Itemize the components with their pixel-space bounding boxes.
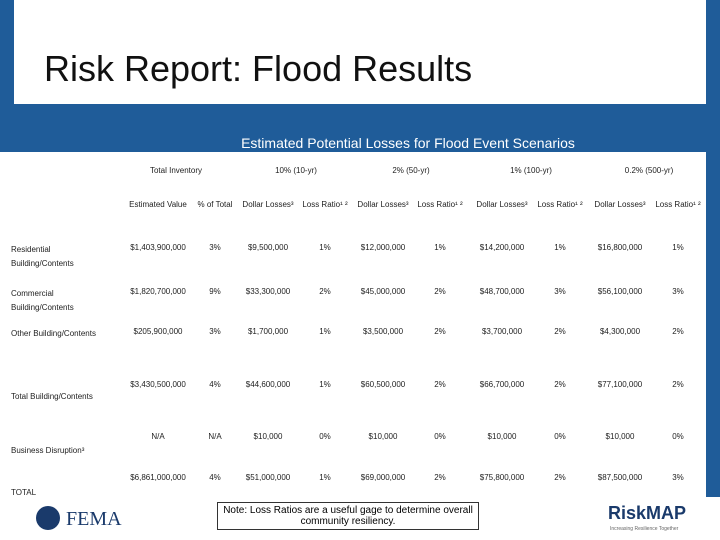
table-cell: 3% (672, 287, 684, 296)
table-cell: $66,700,000 (479, 380, 525, 389)
table-cell: $51,000,000 (245, 473, 291, 482)
table-cell: $9,500,000 (247, 243, 289, 252)
table-cell: 2% (434, 327, 446, 336)
table-caption: Estimated Potential Losses for Flood Eve… (241, 135, 575, 151)
table-cell: $10,000 (605, 432, 635, 441)
table-cell: $10,000 (253, 432, 283, 441)
table-cell: $87,500,000 (597, 473, 643, 482)
column-header: Loss Ratio¹ ² (417, 200, 463, 209)
table-cell: 3% (209, 243, 221, 252)
riskmap-tagline: Increasing Resilience Together (610, 526, 679, 532)
table-cell: $205,900,000 (133, 327, 183, 336)
riskmap-logo: RiskMAP (608, 503, 687, 523)
table-cell: 4% (209, 380, 221, 389)
table-cell: $3,430,500,000 (130, 380, 186, 389)
table-cell: 2% (672, 327, 684, 336)
table-cell: $1,820,700,000 (130, 287, 186, 296)
table-cell: 1% (319, 243, 331, 252)
table-cell: $16,800,000 (597, 243, 643, 252)
table-cell: $1,403,900,000 (130, 243, 186, 252)
fema-seal (36, 506, 60, 530)
table-cell: $48,700,000 (479, 287, 525, 296)
column-header: Loss Ratio¹ ² (537, 200, 583, 209)
table-cell: 0% (554, 432, 566, 441)
column-header: Dollar Losses³ (594, 200, 646, 209)
column-header: % of Total (197, 200, 233, 209)
table-cell: 4% (209, 473, 221, 482)
table-cell: $3,700,000 (481, 327, 523, 336)
table-cell: 2% (554, 473, 566, 482)
table-cell: 2% (434, 380, 446, 389)
table-cell: $56,100,000 (597, 287, 643, 296)
row-label: Total Building/Contents (11, 392, 93, 401)
table-cell: 2% (319, 287, 331, 296)
table-cell: $10,000 (368, 432, 398, 441)
table-cell: $10,000 (487, 432, 517, 441)
title-box (0, 0, 706, 104)
table-cell: $1,700,000 (247, 327, 289, 336)
table-cell: $44,600,000 (245, 380, 291, 389)
table-cell: 3% (209, 327, 221, 336)
table-cell: $77,100,000 (597, 380, 643, 389)
table-cell: 1% (672, 243, 684, 252)
table-cell: 2% (434, 287, 446, 296)
row-label: Other Building/Contents (11, 329, 96, 338)
table-cell: 0% (434, 432, 446, 441)
row-label: Commercial Building/Contents (11, 289, 74, 312)
table-cell: 2% (672, 380, 684, 389)
column-header: Loss Ratio¹ ² (655, 200, 701, 209)
table-cell: $69,000,000 (360, 473, 406, 482)
table-cell: 1% (319, 473, 331, 482)
table-cell: $33,300,000 (245, 287, 291, 296)
table-cell: 3% (672, 473, 684, 482)
table-cell: 9% (209, 287, 221, 296)
table-cell: $4,300,000 (599, 327, 641, 336)
table-cell: N/A (208, 432, 222, 441)
group-header: 0.2% (500-yr) (624, 166, 674, 175)
table-cell: 1% (319, 327, 331, 336)
group-header: 1% (100-yr) (510, 166, 552, 175)
table-cell: 0% (319, 432, 331, 441)
table-cell: 1% (554, 243, 566, 252)
group-header: 2% (50-yr) (392, 166, 430, 175)
table-cell: 2% (554, 380, 566, 389)
table-cell: $75,800,000 (479, 473, 525, 482)
table-cell: 2% (554, 327, 566, 336)
row-label: TOTAL (11, 488, 37, 497)
table-cell: $6,861,000,000 (130, 473, 186, 482)
note: Note: Loss Ratios are a useful gage to d… (217, 502, 479, 530)
table-cell: 3% (554, 287, 566, 296)
slide-title: Risk Report: Flood Results (44, 48, 473, 89)
table-cell: $12,000,000 (360, 243, 406, 252)
row-label: Residential Building/Contents (11, 245, 74, 268)
table-cell: $45,000,000 (360, 287, 406, 296)
column-header: Dollar Losses³ (357, 200, 409, 209)
table-cell: 1% (434, 243, 446, 252)
fema-logo: FEMA (66, 508, 122, 530)
table-cell: 1% (319, 380, 331, 389)
group-header: Total Inventory (149, 166, 203, 175)
table-cell: N/A (151, 432, 165, 441)
group-header: 10% (10-yr) (275, 166, 317, 175)
table-cell: $60,500,000 (360, 380, 406, 389)
table-cell: $14,200,000 (479, 243, 525, 252)
column-header: Dollar Losses³ (242, 200, 294, 209)
column-header: Estimated Value (129, 200, 187, 209)
table-cell: 0% (672, 432, 684, 441)
table-area (0, 152, 706, 497)
column-header: Loss Ratio¹ ² (302, 200, 348, 209)
column-header: Dollar Losses³ (476, 200, 528, 209)
table-cell: 2% (434, 473, 446, 482)
row-label: Business Disruption³ (11, 446, 85, 455)
table-cell: $3,500,000 (362, 327, 404, 336)
